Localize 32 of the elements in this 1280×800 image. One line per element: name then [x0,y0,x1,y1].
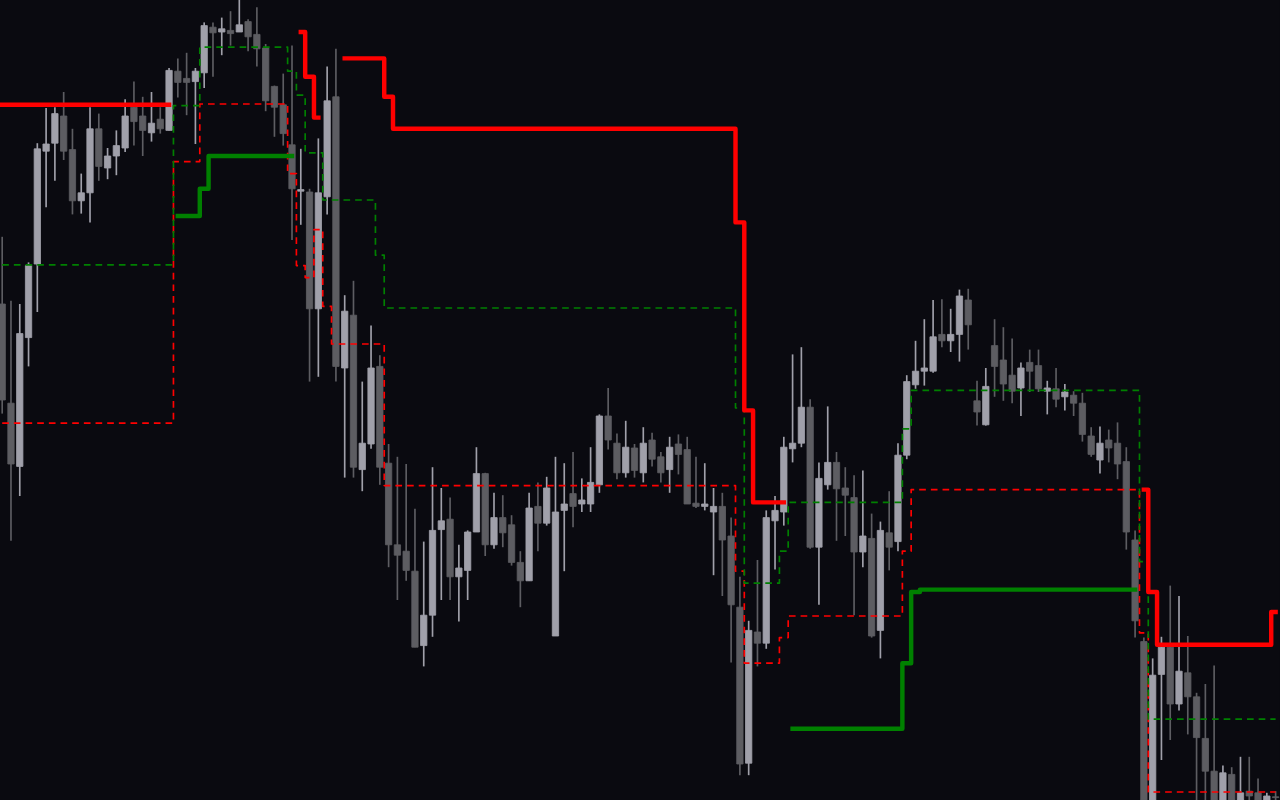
candlestick [991,318,999,398]
candlestick [666,435,674,494]
candlestick [1087,426,1095,458]
candlestick [235,0,243,33]
candlestick [226,10,235,47]
candlestick [1017,361,1025,417]
candlestick [569,451,577,529]
candlestick [753,559,762,668]
candlestick [1061,383,1069,412]
candlestick [1236,755,1245,800]
candlestick [1043,379,1051,416]
candlestick [938,298,946,349]
candlestick [516,550,524,609]
candlestick [191,67,199,145]
candlestick [604,387,612,451]
candlestick [209,21,217,78]
candlestick [156,106,164,135]
candlestick [1052,367,1060,409]
candlestick [297,147,305,226]
candlestick [1070,390,1078,417]
candlestick [104,147,112,181]
candlestick [560,462,568,573]
candlestick [885,490,893,572]
candlestick [437,487,445,601]
candlestick [947,307,955,353]
candlestick [630,443,639,479]
candlestick [1096,425,1104,475]
candlestick [147,91,156,143]
candlestick [218,16,226,57]
candlestick [534,481,542,553]
candlestick [859,469,867,569]
candlestick [973,379,981,427]
